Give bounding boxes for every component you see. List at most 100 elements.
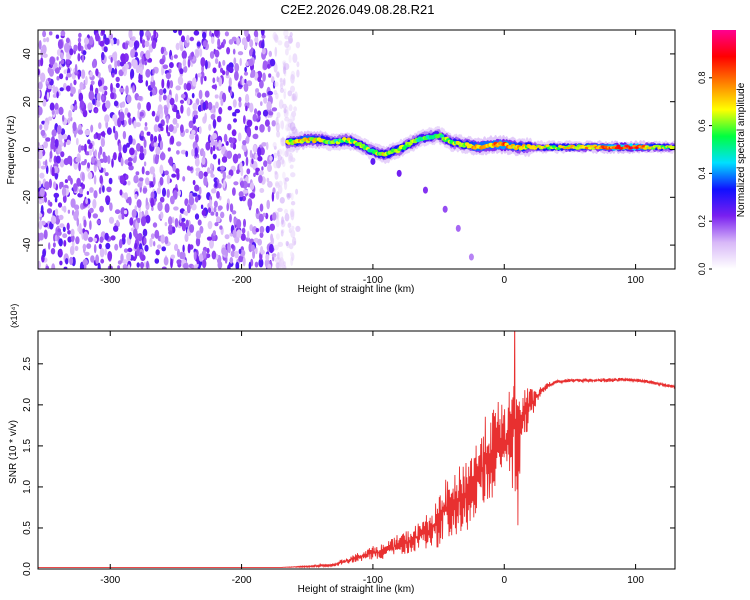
noise-blob bbox=[139, 30, 144, 38]
noise-blob bbox=[97, 151, 101, 160]
noise-blob bbox=[186, 204, 191, 214]
noise-blob bbox=[257, 110, 262, 116]
spectrogram-x-label: Height of straight line (km) bbox=[298, 284, 415, 295]
noise-blob bbox=[117, 265, 120, 269]
noise-blob bbox=[90, 255, 95, 263]
noise-blob bbox=[164, 106, 169, 116]
noise-blob bbox=[290, 112, 295, 123]
noise-blob bbox=[158, 123, 163, 129]
noise-blob bbox=[273, 90, 278, 95]
noise-blob bbox=[212, 145, 216, 152]
noise-blob bbox=[192, 102, 198, 111]
noise-blob bbox=[170, 258, 173, 269]
noise-blob bbox=[192, 77, 197, 87]
noise-blob bbox=[118, 239, 123, 249]
noise-blob bbox=[194, 147, 198, 158]
y-tick-label: 20 bbox=[22, 96, 33, 108]
noise-blob bbox=[229, 257, 234, 264]
noise-blob bbox=[282, 148, 285, 157]
noise-blob bbox=[266, 199, 271, 210]
noise-blob bbox=[187, 97, 191, 105]
noise-blob bbox=[40, 204, 44, 215]
noise-blob bbox=[223, 133, 228, 143]
noise-blob bbox=[123, 210, 128, 215]
noise-blob bbox=[177, 248, 180, 258]
noise-blob bbox=[220, 165, 225, 171]
noise-blob bbox=[114, 59, 118, 70]
noise-blob bbox=[38, 232, 41, 242]
noise-blob bbox=[196, 41, 201, 47]
noise-blob bbox=[114, 130, 119, 141]
noise-blob bbox=[78, 144, 82, 153]
noise-blob bbox=[40, 165, 47, 170]
noise-blob bbox=[166, 174, 170, 185]
noise-blob bbox=[60, 128, 66, 136]
noise-blob bbox=[285, 240, 289, 247]
noise-blob bbox=[182, 263, 189, 269]
noise-blob bbox=[82, 50, 87, 56]
noise-blob bbox=[271, 120, 276, 127]
noise-blob bbox=[62, 226, 66, 232]
noise-blob bbox=[283, 91, 287, 100]
noise-blob bbox=[59, 73, 64, 80]
noise-blob bbox=[121, 233, 126, 239]
noise-blob bbox=[137, 102, 142, 110]
noise-blob bbox=[107, 251, 113, 261]
noise-blob bbox=[170, 254, 176, 259]
x-tick-label: 100 bbox=[627, 275, 644, 286]
noise-blob bbox=[151, 110, 156, 117]
colorbar-tick-label: 0.4 bbox=[697, 167, 707, 180]
noise-blob bbox=[259, 225, 265, 234]
noise-blob bbox=[116, 60, 121, 67]
noise-blob bbox=[165, 72, 172, 80]
noise-blob bbox=[170, 135, 175, 145]
noise-blob bbox=[183, 91, 188, 102]
noise-blob bbox=[131, 36, 134, 42]
noise-blob bbox=[65, 37, 70, 44]
noise-blob bbox=[78, 32, 82, 38]
noise-blob bbox=[277, 155, 282, 161]
noise-blob bbox=[57, 39, 63, 50]
noise-blob bbox=[151, 206, 154, 211]
noise-blob bbox=[102, 185, 105, 193]
noise-blob bbox=[161, 266, 167, 269]
noise-blob bbox=[83, 143, 87, 153]
noise-blob bbox=[231, 210, 237, 215]
noise-blob bbox=[206, 167, 211, 174]
noise-blob bbox=[62, 133, 68, 140]
noise-blob bbox=[186, 107, 191, 117]
noise-blob bbox=[253, 30, 258, 37]
noise-blob bbox=[89, 207, 94, 214]
noise-blob bbox=[277, 241, 284, 247]
noise-blob bbox=[130, 48, 135, 58]
noise-blob bbox=[53, 181, 57, 190]
noise-blob bbox=[44, 181, 50, 191]
noise-blob bbox=[45, 265, 50, 269]
noise-blob bbox=[98, 164, 102, 170]
noise-blob bbox=[60, 151, 65, 158]
noise-blob bbox=[212, 230, 216, 237]
noise-blob bbox=[70, 104, 74, 110]
x-tick-label: -100 bbox=[363, 275, 383, 286]
noise-blob bbox=[47, 116, 53, 121]
noise-blob bbox=[47, 77, 51, 82]
noise-blob bbox=[267, 263, 272, 269]
noise-blob bbox=[66, 72, 72, 78]
noise-blob bbox=[73, 79, 77, 86]
noise-blob bbox=[82, 258, 89, 266]
noise-blob bbox=[283, 261, 286, 267]
noise-blob bbox=[253, 144, 257, 153]
noise-blob bbox=[231, 36, 237, 42]
noise-blob bbox=[119, 61, 125, 67]
noise-blob bbox=[189, 133, 195, 140]
noise-blob bbox=[133, 175, 139, 184]
noise-blob bbox=[179, 213, 182, 223]
noise-blob bbox=[232, 112, 236, 117]
noise-blob bbox=[274, 171, 279, 180]
noise-blob bbox=[236, 219, 242, 229]
noise-blob bbox=[98, 86, 104, 92]
spectrogram-y-ticks: -40 -20 0 20 40 bbox=[22, 48, 675, 252]
signal-track bbox=[285, 125, 675, 165]
noise-blob bbox=[158, 88, 164, 96]
noise-blob bbox=[58, 238, 63, 247]
